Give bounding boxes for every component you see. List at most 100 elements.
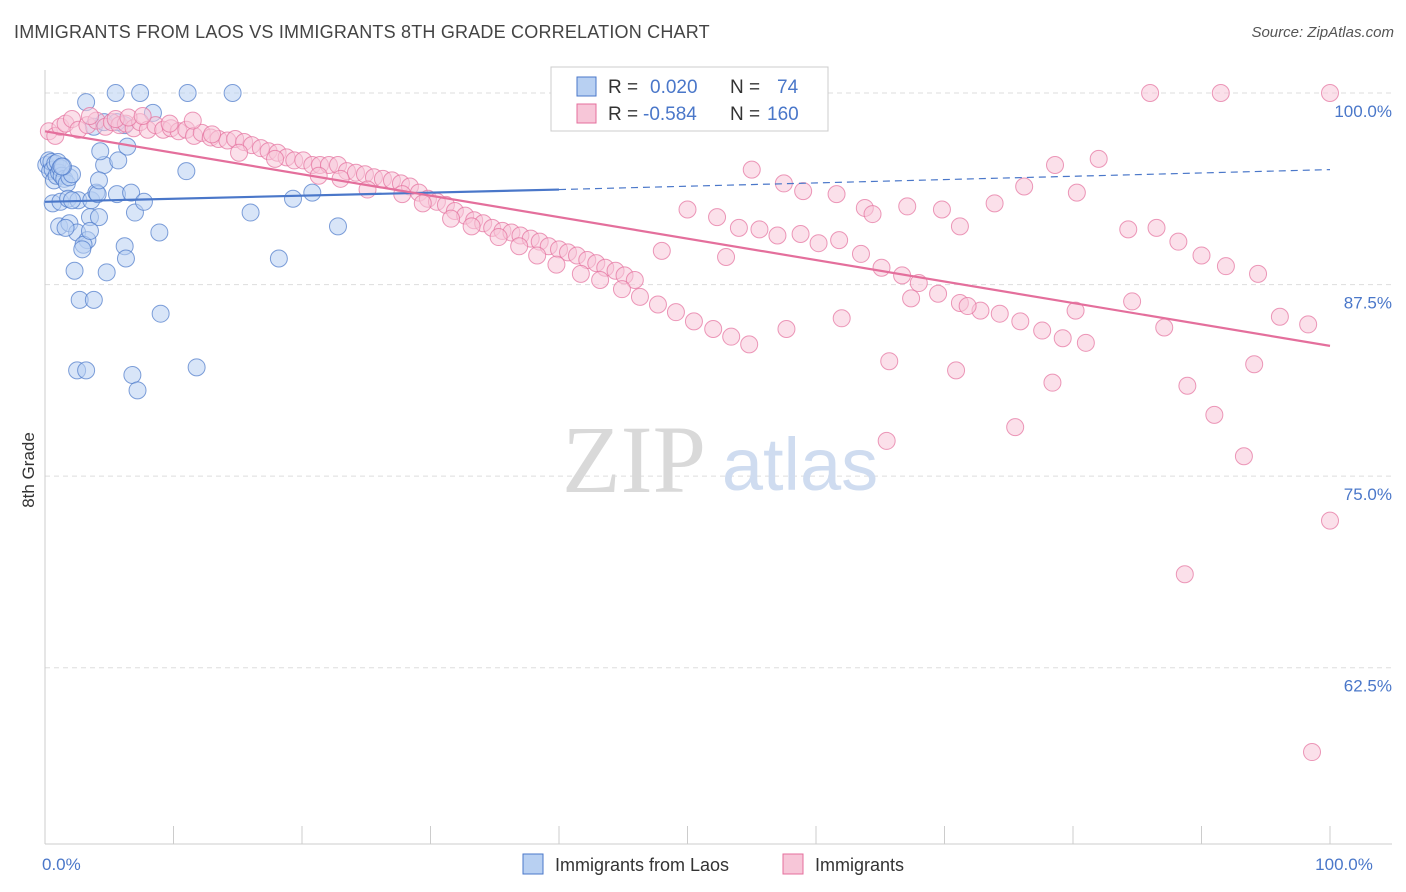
point-1-115	[990, 304, 1009, 323]
point-0-52	[187, 358, 206, 377]
point-1-105	[791, 224, 810, 243]
point-1-148	[1123, 292, 1142, 311]
point-0-36	[97, 263, 116, 282]
stats-swatch-laos	[576, 76, 597, 97]
point-0-45	[284, 189, 303, 208]
point-1-160	[1321, 511, 1339, 530]
point-1-83	[413, 194, 432, 213]
y-tick-labels: 100.0% 87.5% 75.0% 62.5%	[1334, 102, 1392, 696]
point-1-134	[1119, 220, 1138, 239]
x-tick-label-0: 0.0%	[42, 855, 81, 874]
point-1-145	[1006, 418, 1025, 437]
point-0-34	[116, 249, 135, 268]
point-1-87	[510, 237, 529, 256]
point-1-93	[630, 287, 649, 306]
point-0-70	[223, 83, 242, 102]
point-1-69	[625, 270, 644, 289]
point-1-155	[902, 289, 921, 308]
point-1-76	[203, 125, 222, 144]
trend-lines	[44, 130, 1331, 347]
point-1-151	[1205, 405, 1224, 424]
point-1-159	[1321, 83, 1339, 102]
y-tick-label-1: 87.5%	[1344, 294, 1392, 313]
point-1-140	[1270, 307, 1289, 326]
point-1-73	[133, 106, 152, 125]
point-0-61	[89, 171, 108, 190]
point-0-66	[91, 142, 110, 161]
point-1-86	[489, 228, 508, 247]
point-1-149	[1155, 318, 1174, 337]
point-1-147	[1066, 301, 1085, 320]
axes	[44, 70, 1392, 845]
point-1-119	[1076, 333, 1095, 352]
legend-swatch-immigrants	[782, 853, 804, 875]
point-0-53	[52, 157, 71, 176]
trend-line-1	[44, 130, 1331, 347]
point-1-154	[877, 431, 896, 450]
point-1-107	[830, 231, 849, 250]
point-0-49	[77, 361, 96, 380]
point-1-77	[230, 143, 249, 162]
point-1-84	[442, 209, 461, 228]
stats-laos-r-label: R =	[608, 77, 638, 98]
point-0-44	[269, 249, 288, 268]
point-1-141	[1299, 315, 1318, 334]
point-1-128	[950, 217, 969, 236]
point-0-57	[80, 221, 99, 240]
point-1-152	[1234, 447, 1253, 466]
stats-immigrants-n-label: N =	[730, 104, 760, 125]
point-0-35	[65, 261, 84, 280]
point-1-130	[1015, 177, 1034, 196]
point-1-108	[851, 244, 870, 263]
point-1-164	[717, 247, 736, 266]
point-1-144	[947, 361, 966, 380]
point-0-47	[328, 217, 347, 236]
point-1-90	[571, 264, 590, 283]
trend-line-0	[44, 188, 560, 203]
point-0-42	[151, 304, 170, 323]
point-1-136	[1169, 232, 1188, 251]
point-1-117	[1033, 321, 1052, 340]
point-1-122	[794, 182, 813, 201]
point-1-112	[929, 284, 948, 303]
point-1-75	[183, 111, 202, 130]
stats-immigrants-n-value: 160	[767, 104, 799, 125]
point-0-24	[122, 183, 141, 202]
point-1-116	[1011, 312, 1030, 331]
y-tick-label-3: 62.5%	[1344, 677, 1392, 696]
x-tick-labels: 0.0% 100.0%	[42, 855, 1373, 874]
point-1-89	[547, 255, 566, 274]
point-1-146	[1043, 373, 1062, 392]
point-0-58	[56, 218, 75, 237]
point-0-29	[89, 208, 108, 227]
legend-swatch-laos	[522, 853, 544, 875]
point-1-94	[648, 295, 667, 314]
stats-immigrants-r-value: -0.584	[643, 104, 697, 125]
point-1-70	[80, 106, 99, 125]
point-1-158	[1211, 83, 1230, 102]
point-0-60	[109, 151, 128, 170]
chart-title: IMMIGRANTS FROM LAOS VS IMMIGRANTS 8TH G…	[14, 22, 710, 42]
point-0-56	[134, 192, 153, 211]
legend: Immigrants from Laos Immigrants	[522, 853, 904, 875]
point-1-150	[1178, 376, 1197, 395]
point-1-131	[1046, 156, 1065, 175]
point-1-165	[652, 241, 671, 260]
legend-label-immigrants: Immigrants	[815, 855, 904, 875]
point-1-91	[591, 270, 610, 289]
point-1-137	[1192, 246, 1211, 265]
point-1-123	[827, 185, 846, 204]
point-1-132	[1067, 183, 1086, 202]
point-1-133	[1089, 149, 1108, 168]
point-0-46	[303, 183, 322, 202]
point-1-157	[1141, 83, 1160, 102]
point-0-43	[241, 203, 260, 222]
point-1-88	[528, 246, 547, 265]
stats-immigrants-r-label: R =	[608, 104, 638, 125]
point-1-106	[809, 234, 828, 253]
watermark-zip: ZIP	[562, 406, 706, 513]
y-axis-title: 8th Grade	[19, 432, 38, 508]
stats-laos-n-label: N =	[730, 77, 760, 98]
x-tick-label-1: 100.0%	[1315, 855, 1373, 874]
